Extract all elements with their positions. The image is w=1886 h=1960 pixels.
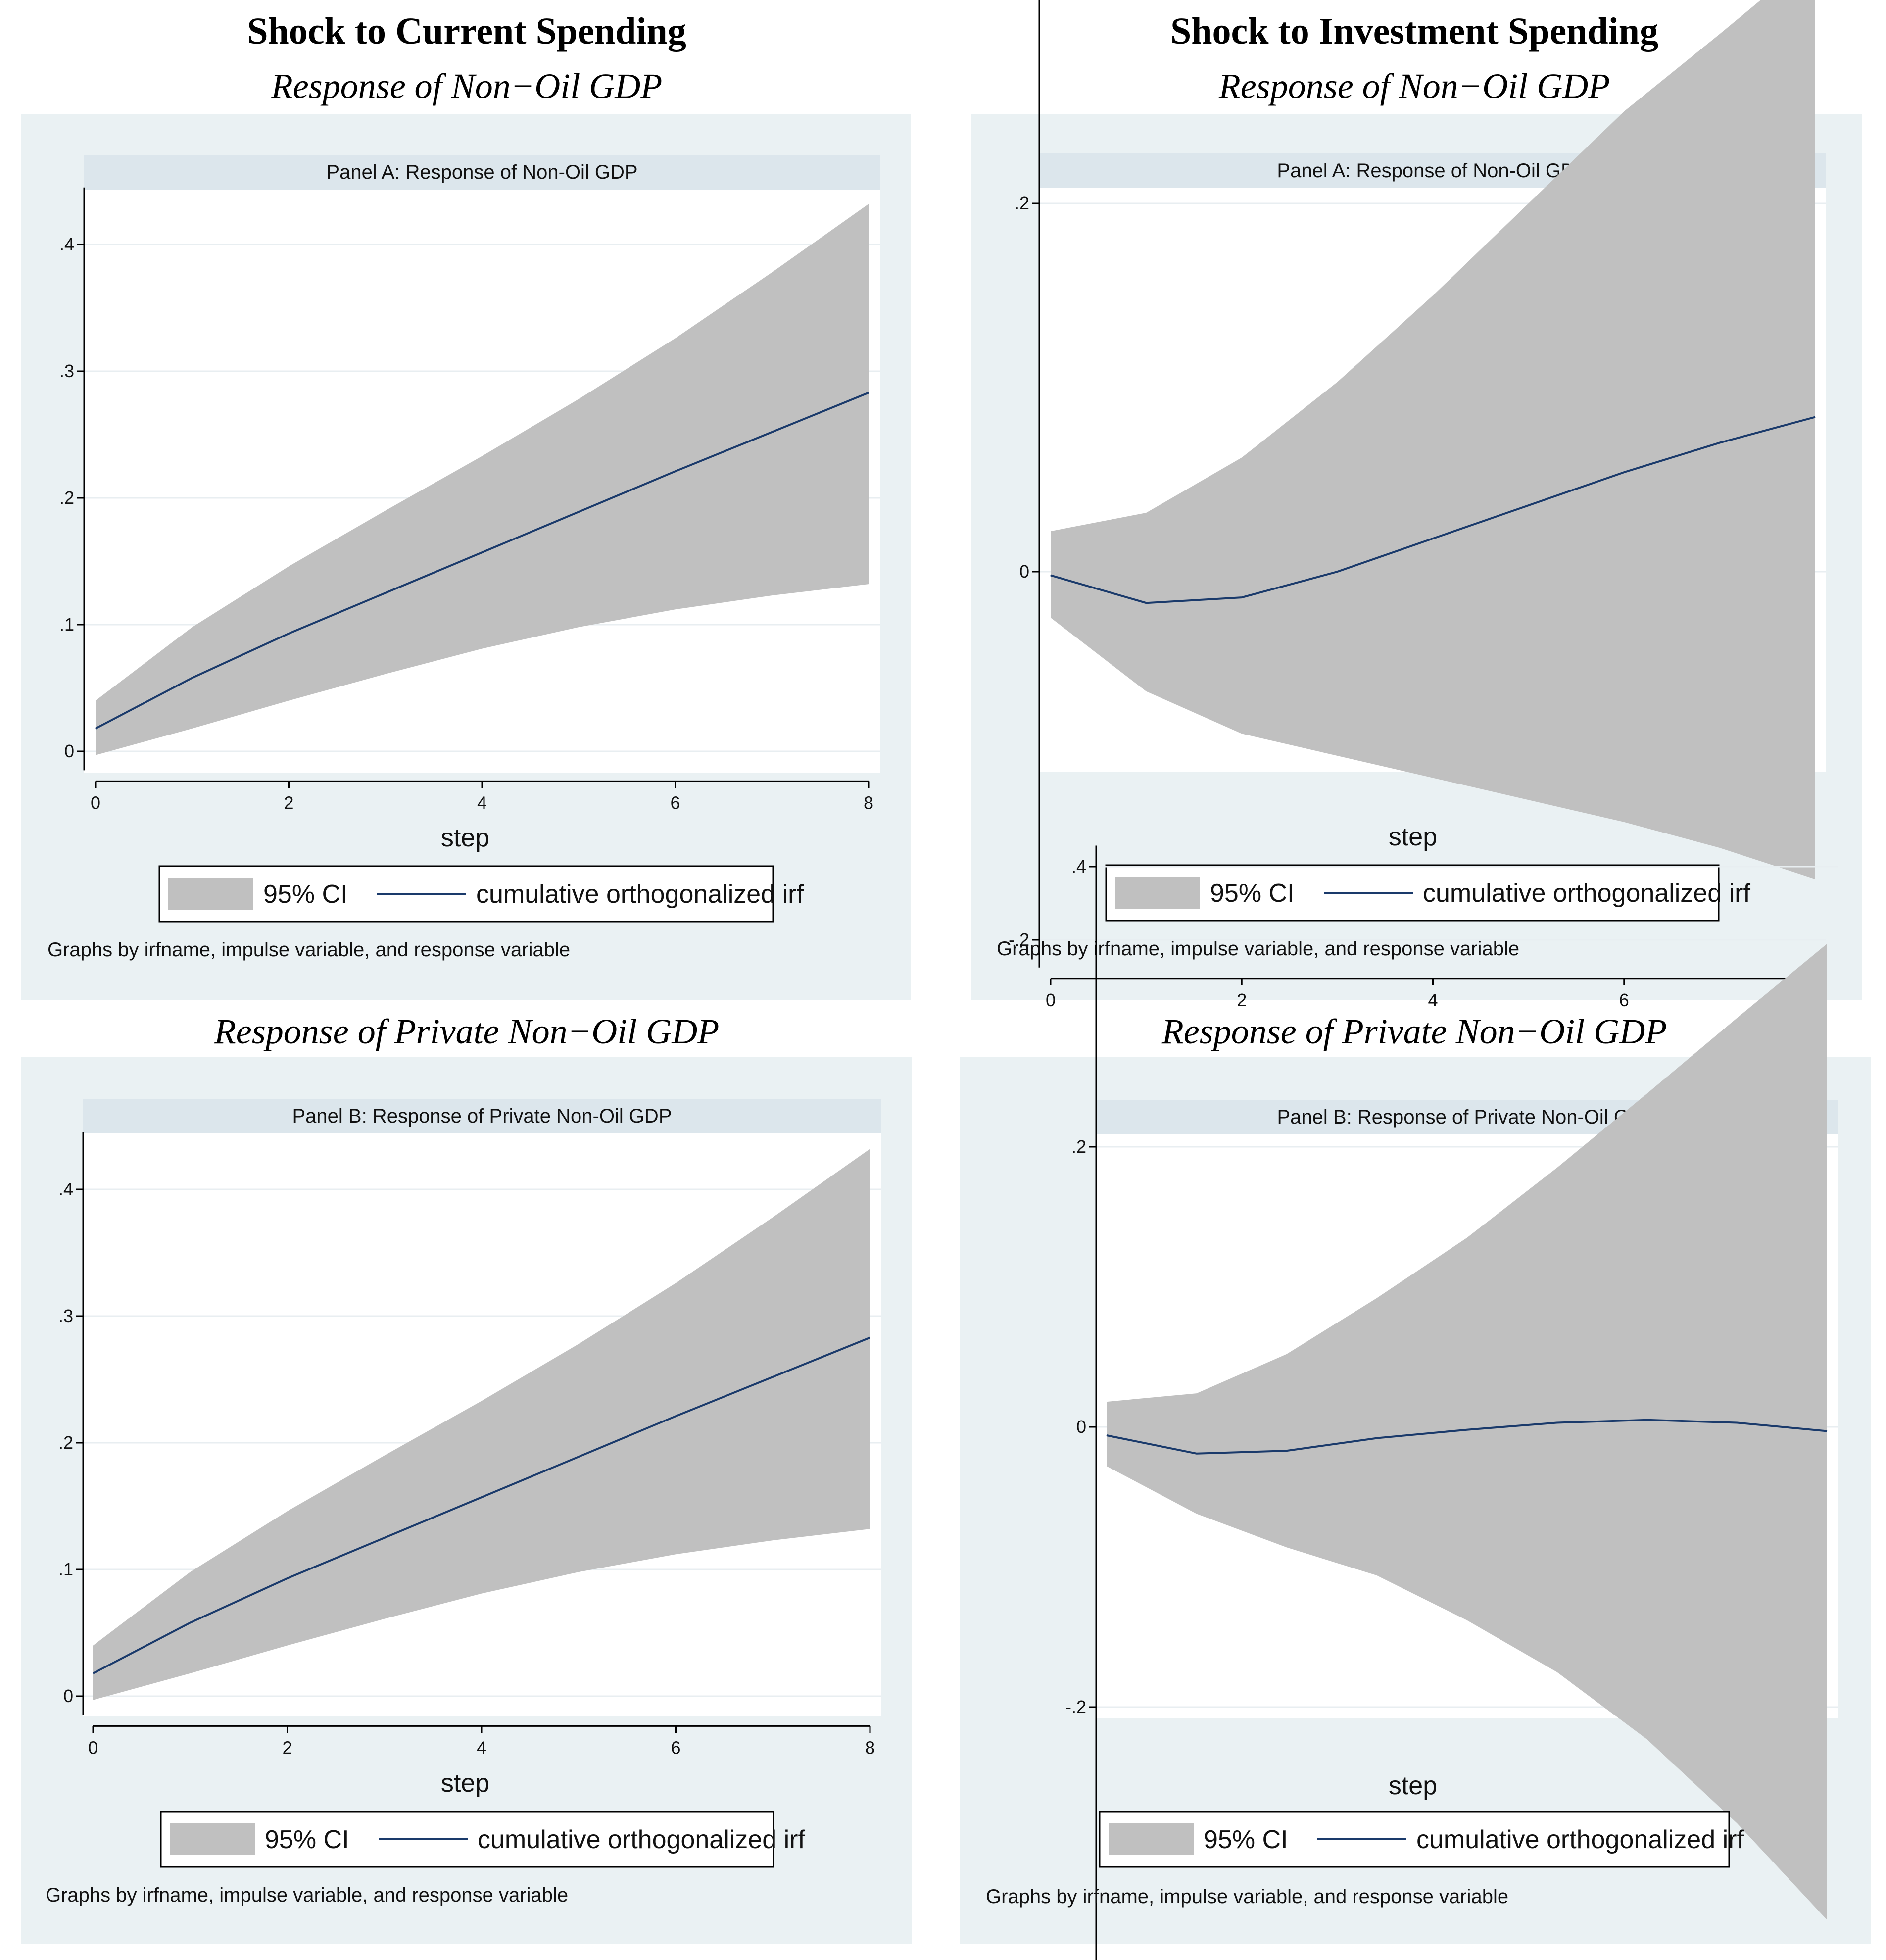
y-tick-label: 0 (63, 1686, 73, 1706)
panel-title: Panel A: Response of Non-Oil GDP (326, 161, 637, 183)
y-tick-label: 0 (1019, 561, 1029, 582)
ci-band (96, 204, 869, 755)
x-tick-label: 0 (88, 1737, 98, 1758)
chart-4: Response of Private Non−Oil GDP Panel B: … (960, 845, 1871, 1960)
ci-band (1051, 0, 1815, 880)
x-tick-label: 0 (91, 792, 100, 813)
irf-point (1719, 442, 1720, 443)
irf-point (482, 552, 483, 553)
chart-subtitle: Response of Non−Oil GDP (271, 66, 663, 106)
chart-1: Response of Non−Oil GDP Panel A: Response… (21, 66, 911, 1000)
x-tick-label: 4 (1428, 990, 1438, 1010)
x-tick-label: 4 (477, 1737, 486, 1758)
x-tick-label: 6 (671, 1737, 680, 1758)
irf-point (1528, 505, 1529, 506)
x-tick-label: 2 (284, 792, 293, 813)
x-axis-title: step (441, 824, 489, 852)
x-tick-label: 4 (477, 792, 487, 813)
x-tick-label: 6 (670, 792, 680, 813)
legend-ci-swatch (1109, 1823, 1194, 1855)
panel-title-strip (83, 1099, 881, 1133)
x-axis-title: step (1389, 1771, 1437, 1800)
x-tick-label: 2 (282, 1737, 292, 1758)
y-tick-label: .4 (59, 234, 74, 254)
panel-title: Panel B: Response of Private Non-Oil GDP (292, 1105, 672, 1127)
chart-subtitle: Response of Private Non−Oil GDP (214, 1012, 719, 1051)
y-tick-label: .4 (58, 1179, 73, 1199)
legend-ci-swatch (1115, 877, 1200, 909)
x-tick-label: 8 (865, 1737, 875, 1758)
chart-subtitle: Response of Private Non−Oil GDP (1161, 1012, 1667, 1051)
irf-point (675, 471, 676, 472)
y-tick-label: .3 (59, 361, 74, 381)
legend-line-label: cumulative orthogonalized irf (1423, 879, 1750, 908)
y-tick-label: 0 (1076, 1417, 1086, 1437)
y-tick-label: -.2 (1065, 1697, 1086, 1717)
ci-band (1107, 943, 1827, 1920)
chart-subtitle: Response of Non−Oil GDP (1218, 66, 1610, 106)
column-heading-current: Shock to Current Spending (247, 10, 686, 52)
irf-point (1737, 1422, 1738, 1423)
y-tick-label: .2 (1015, 193, 1029, 213)
legend-ci-swatch (168, 878, 253, 910)
legend-box (1099, 1811, 1730, 1868)
legend-ci-label: 95% CI (1210, 879, 1295, 908)
column-heading-investment: Shock to Investment Spending (1170, 10, 1658, 52)
legend-ci-swatch (170, 1823, 255, 1855)
legend-line-label: cumulative orthogonalized irf (1416, 1825, 1744, 1854)
panel-title-strip (84, 155, 880, 190)
y-tick-label: .1 (58, 1559, 73, 1579)
graph-note: Graphs by irfname, impulse variable, and… (46, 1884, 568, 1906)
graph-note: Graphs by irfname, impulse variable, and… (986, 1886, 1508, 1908)
y-tick-label: .4 (1071, 856, 1086, 877)
x-tick-label: 8 (864, 792, 873, 813)
x-tick-label: 0 (1046, 990, 1056, 1010)
legend-ci-label: 95% CI (263, 880, 348, 909)
irf-point (190, 1622, 191, 1623)
y-tick-label: .2 (1071, 1136, 1086, 1157)
charts-layer: Response of Non−Oil GDP Panel A: Response… (21, 0, 1871, 1960)
legend-ci-label: 95% CI (265, 1825, 349, 1854)
x-tick-label: 2 (1237, 990, 1247, 1010)
chart-3: Response of Private Non−Oil GDP Panel B: … (21, 1012, 912, 1944)
x-axis-title: step (1389, 823, 1437, 851)
legend-line-label: cumulative orthogonalized irf (476, 880, 804, 909)
panel-title: Panel A: Response of Non-Oil GDP (1277, 160, 1588, 182)
legend-line-label: cumulative orthogonalized irf (478, 1825, 805, 1854)
y-tick-label: .1 (59, 614, 74, 635)
x-axis-title: step (441, 1769, 489, 1798)
y-tick-label: .2 (58, 1432, 73, 1453)
panel-title: Panel B: Response of Private Non-Oil GDP (1277, 1106, 1656, 1128)
ci-band (93, 1149, 870, 1700)
y-tick-label: -.2 (1009, 930, 1029, 950)
y-tick-label: 0 (64, 741, 74, 761)
y-tick-label: .3 (58, 1306, 73, 1326)
x-tick-label: 6 (1619, 990, 1629, 1010)
legend-ci-label: 95% CI (1204, 1825, 1288, 1854)
y-tick-label: .2 (59, 488, 74, 508)
graph-note: Graphs by irfname, impulse variable, and… (997, 938, 1519, 960)
chart-2: Response of Non−Oil GDP Panel A: Response… (971, 0, 1862, 1010)
graph-note: Graphs by irfname, impulse variable, and… (48, 939, 570, 961)
